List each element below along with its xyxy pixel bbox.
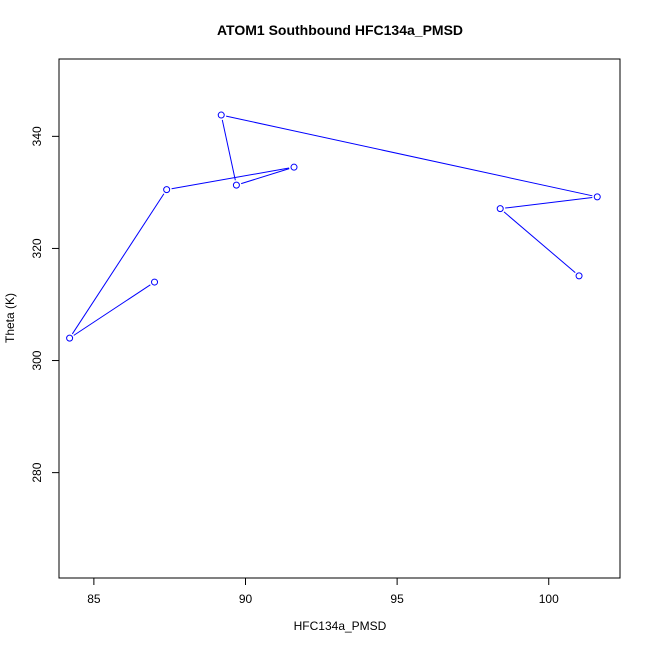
series-segment xyxy=(503,211,576,274)
y-tick-label: 340 xyxy=(30,126,44,146)
data-point xyxy=(151,278,159,286)
series-segment xyxy=(226,115,593,197)
series-segment xyxy=(505,196,593,209)
x-tick-label: 100 xyxy=(539,592,559,606)
x-tick-label: 85 xyxy=(87,592,101,606)
series-segment xyxy=(171,167,290,190)
x-axis-label: HFC134a_PMSD xyxy=(294,619,387,633)
data-point xyxy=(217,111,225,119)
y-axis-label: Theta (K) xyxy=(3,293,17,343)
series-segment xyxy=(71,193,165,335)
x-axis: 85 90 95 100 xyxy=(87,578,559,606)
data-point xyxy=(66,334,74,342)
x-tick-label: 90 xyxy=(239,592,253,606)
series-segment xyxy=(221,119,236,181)
y-tick-label: 280 xyxy=(30,462,44,482)
data-point xyxy=(496,205,504,213)
series-points xyxy=(66,111,601,342)
data-point xyxy=(290,163,298,171)
data-point xyxy=(593,193,601,201)
data-point xyxy=(163,186,171,194)
y-axis: 280 300 320 340 xyxy=(30,126,59,483)
series-segment xyxy=(73,284,151,336)
y-tick-label: 320 xyxy=(30,238,44,258)
series-segment xyxy=(241,168,290,185)
chart-title: ATOM1 Southbound HFC134a_PMSD xyxy=(217,22,463,38)
data-point xyxy=(232,181,240,189)
series-line xyxy=(71,115,593,336)
x-tick-label: 95 xyxy=(390,592,404,606)
data-point xyxy=(575,272,583,280)
y-tick-label: 300 xyxy=(30,350,44,370)
plot-frame xyxy=(58,58,621,579)
